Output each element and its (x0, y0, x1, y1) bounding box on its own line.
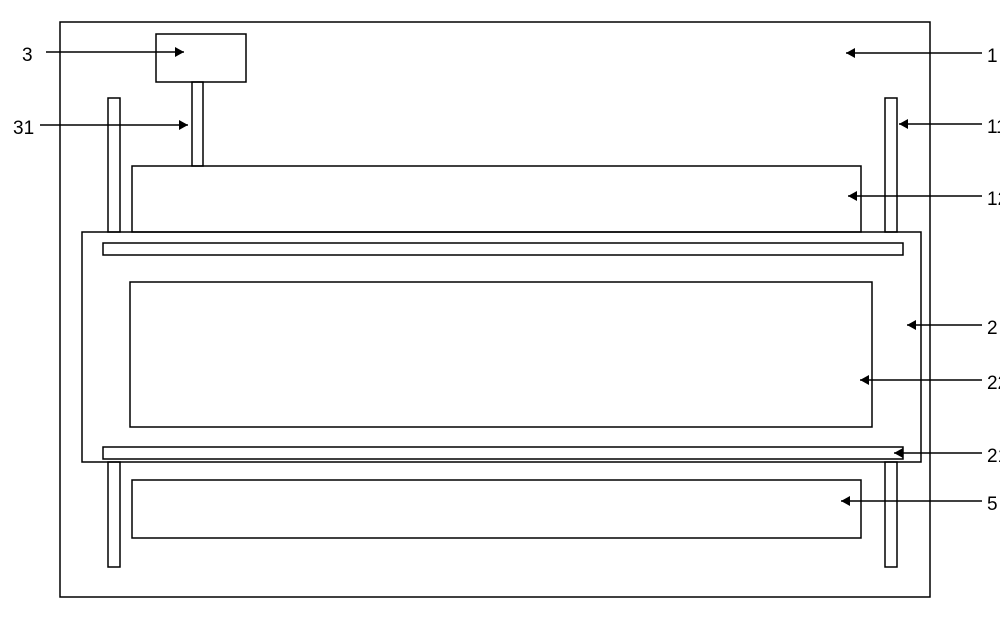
label-5: 5 (987, 494, 998, 516)
label-2: 2 (987, 318, 998, 340)
diagram-svg (0, 0, 1000, 628)
label-3: 3 (22, 45, 33, 67)
label-1: 1 (987, 46, 998, 68)
label-12: 12 (987, 189, 1000, 211)
technical-diagram (0, 0, 1000, 628)
label-31: 31 (13, 118, 34, 140)
label-22: 22 (987, 373, 1000, 395)
label-11: 11 (987, 117, 1000, 139)
label-21: 21 (987, 446, 1000, 468)
